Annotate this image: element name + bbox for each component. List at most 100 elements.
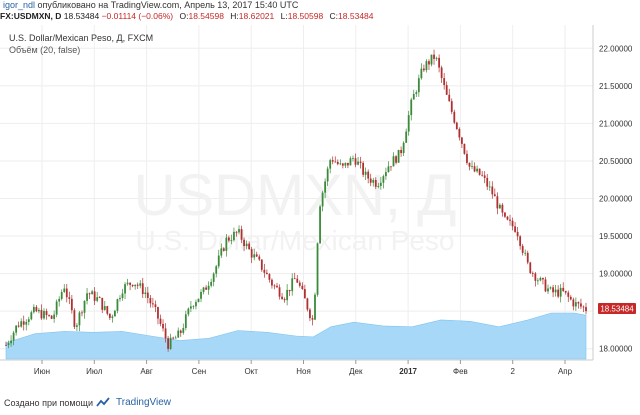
candle-down bbox=[278, 287, 281, 297]
chart-area[interactable]: USDMXN, Д U.S. Dollar/Mexican Peso 18.00… bbox=[0, 25, 640, 390]
candle-up bbox=[385, 172, 387, 177]
candle-up bbox=[187, 308, 190, 315]
candle-down bbox=[336, 161, 339, 165]
candle-down bbox=[306, 298, 309, 310]
candle-up bbox=[38, 309, 40, 312]
candle-down bbox=[243, 239, 245, 247]
candle-up bbox=[217, 255, 220, 267]
tradingview-logo-icon bbox=[96, 397, 110, 407]
footer-credit: Создано при помощи bbox=[4, 398, 93, 408]
candle-up bbox=[387, 166, 390, 173]
candle-down bbox=[567, 292, 570, 297]
candle-up bbox=[488, 186, 491, 188]
candle-up bbox=[174, 337, 177, 339]
candle-down bbox=[146, 292, 149, 298]
candle-down bbox=[395, 156, 397, 163]
x-tick-label: Июн bbox=[34, 367, 50, 376]
candle-down bbox=[311, 318, 314, 320]
candle-down bbox=[293, 278, 296, 280]
candle-up bbox=[12, 332, 15, 341]
candle-down bbox=[440, 67, 443, 79]
candle-up bbox=[114, 310, 116, 317]
candle-down bbox=[17, 325, 20, 327]
last-price-tag-text: 18.53484 bbox=[600, 305, 634, 314]
candle-up bbox=[10, 340, 12, 344]
candle-up bbox=[53, 314, 56, 319]
x-tick-label: Июл bbox=[86, 367, 103, 376]
open-value: 18.54598 bbox=[188, 11, 224, 21]
candle-down bbox=[88, 293, 91, 295]
candle-up bbox=[207, 285, 210, 290]
x-tick-label: 2017 bbox=[399, 367, 417, 376]
candle-up bbox=[116, 299, 119, 311]
candle-down bbox=[157, 307, 159, 319]
candle-up bbox=[63, 288, 66, 293]
candle-down bbox=[68, 297, 71, 299]
last-price: 18.53484 bbox=[63, 11, 100, 21]
candle-up bbox=[339, 163, 342, 165]
candle-up bbox=[182, 327, 185, 333]
candle-up bbox=[554, 289, 557, 293]
candle-up bbox=[230, 240, 233, 241]
candle-up bbox=[321, 192, 324, 207]
candle-down bbox=[501, 204, 504, 213]
candle-up bbox=[233, 231, 235, 241]
candle-up bbox=[392, 156, 395, 167]
candle-down bbox=[544, 279, 547, 292]
candle-down bbox=[149, 297, 152, 304]
close-value: 18.53484 bbox=[338, 11, 374, 21]
candle-down bbox=[585, 307, 587, 312]
candle-up bbox=[415, 92, 418, 94]
candle-down bbox=[466, 153, 468, 163]
y-tick-label: 21.00000 bbox=[599, 119, 633, 128]
footer-brand-link[interactable]: TradingView bbox=[116, 397, 172, 408]
candle-up bbox=[574, 302, 577, 307]
price-chart[interactable]: USDMXN, Д U.S. Dollar/Mexican Peso 18.00… bbox=[0, 25, 640, 390]
candle-up bbox=[425, 61, 428, 71]
candle-up bbox=[547, 288, 549, 292]
candle-up bbox=[83, 300, 86, 313]
candle-down bbox=[48, 315, 50, 316]
candle-up bbox=[238, 229, 240, 233]
candle-down bbox=[331, 160, 334, 162]
y-tick-label: 19.50000 bbox=[599, 232, 633, 241]
candle-down bbox=[179, 330, 182, 333]
candle-down bbox=[65, 288, 68, 298]
x-tick-label: 2 bbox=[510, 367, 515, 376]
candle-down bbox=[433, 54, 435, 59]
x-tick-label: Авг bbox=[140, 367, 153, 376]
symbol-label: FX:USDMXN, D bbox=[0, 11, 62, 21]
author-link[interactable]: igor_ndl bbox=[3, 0, 36, 10]
candle-down bbox=[354, 158, 357, 165]
candle-down bbox=[235, 231, 238, 233]
x-tick-label: Дек bbox=[349, 367, 363, 376]
candle-down bbox=[22, 321, 25, 325]
candle-up bbox=[286, 289, 289, 301]
candle-down bbox=[276, 285, 278, 288]
candle-down bbox=[564, 290, 567, 293]
candle-down bbox=[400, 149, 403, 154]
candle-up bbox=[103, 306, 106, 310]
candle-down bbox=[73, 310, 76, 327]
candle-up bbox=[326, 168, 329, 182]
watermark-name: U.S. Dollar/Mexican Peso bbox=[135, 225, 454, 256]
y-tick-label: 19.00000 bbox=[599, 270, 633, 279]
candle-down bbox=[5, 344, 7, 346]
candle-down bbox=[577, 302, 580, 304]
candle-up bbox=[379, 182, 382, 186]
candle-down bbox=[240, 229, 243, 240]
candle-down bbox=[463, 143, 466, 154]
candle-down bbox=[453, 111, 456, 123]
candle-up bbox=[78, 312, 81, 326]
candle-down bbox=[98, 297, 101, 298]
candle-up bbox=[134, 284, 137, 287]
candle-up bbox=[344, 162, 347, 166]
candle-down bbox=[542, 277, 544, 280]
candle-up bbox=[58, 298, 61, 302]
candle-down bbox=[526, 252, 529, 263]
y-tick-label: 18.00000 bbox=[599, 345, 633, 354]
x-tick-label: Ноя bbox=[296, 367, 311, 376]
candle-up bbox=[245, 243, 248, 247]
candle-down bbox=[514, 226, 516, 232]
candle-up bbox=[405, 131, 408, 143]
